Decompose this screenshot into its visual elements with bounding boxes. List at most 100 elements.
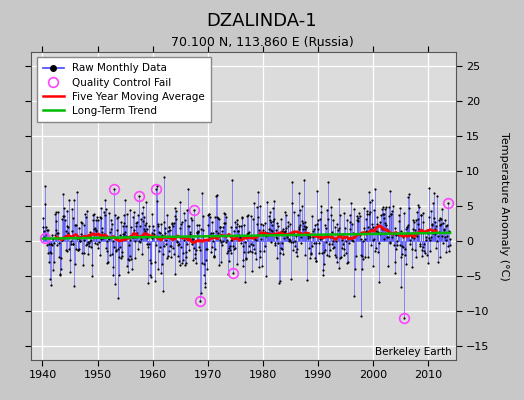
Point	[362, 229, 370, 236]
Point	[318, 234, 326, 240]
Point	[382, 222, 390, 229]
Point	[63, 223, 71, 229]
Point	[262, 273, 270, 279]
Point	[101, 196, 110, 203]
Point	[272, 255, 281, 261]
Point	[421, 229, 430, 236]
Point	[51, 232, 59, 238]
Point	[380, 215, 389, 221]
Point	[306, 255, 314, 262]
Point	[158, 251, 167, 257]
Point	[155, 247, 163, 254]
Point	[304, 231, 313, 237]
Point	[396, 242, 404, 248]
Point	[114, 246, 122, 252]
Point	[165, 224, 173, 230]
Point	[225, 258, 233, 264]
Point	[413, 215, 422, 222]
Point	[275, 230, 283, 236]
Point	[427, 208, 435, 215]
Point	[431, 219, 439, 225]
Point	[83, 208, 91, 214]
Point	[361, 254, 369, 260]
Point	[236, 223, 245, 230]
Point	[130, 227, 138, 233]
Point	[429, 190, 438, 196]
Point	[243, 248, 252, 255]
Point	[197, 226, 205, 232]
Point	[172, 216, 181, 222]
Point	[346, 219, 355, 225]
Point	[390, 269, 399, 276]
Point	[234, 228, 242, 234]
Point	[414, 221, 422, 227]
Point	[194, 229, 203, 235]
Point	[400, 252, 409, 258]
Point	[340, 246, 348, 253]
Point	[94, 216, 102, 223]
Point	[430, 214, 438, 221]
Point	[168, 220, 177, 226]
Point	[316, 202, 325, 209]
Point	[151, 185, 160, 192]
Point	[358, 238, 367, 244]
Point	[278, 246, 287, 253]
Point	[241, 239, 249, 245]
Point	[134, 212, 142, 218]
Point	[424, 184, 433, 191]
Point	[191, 255, 200, 261]
Point	[416, 242, 424, 249]
Point	[253, 220, 261, 227]
Point	[72, 246, 80, 252]
Point	[371, 247, 379, 254]
Point	[311, 221, 319, 228]
Point	[407, 232, 416, 238]
Point	[423, 260, 432, 267]
Point	[155, 228, 163, 235]
Point	[158, 232, 166, 238]
Point	[389, 242, 398, 248]
Point	[135, 238, 143, 244]
Point	[146, 272, 155, 279]
Point	[325, 252, 333, 259]
Point	[57, 255, 65, 262]
Point	[299, 226, 307, 232]
Point	[73, 234, 81, 241]
Point	[180, 210, 188, 216]
Point	[176, 198, 184, 205]
Point	[433, 193, 441, 199]
Point	[202, 257, 210, 263]
Point	[324, 179, 332, 186]
Point	[171, 213, 179, 219]
Point	[297, 233, 305, 240]
Point	[439, 240, 447, 247]
Point	[206, 230, 215, 236]
Point	[365, 189, 374, 196]
Point	[198, 190, 206, 196]
Point	[122, 233, 130, 239]
Point	[223, 250, 232, 256]
Point	[191, 260, 200, 266]
Point	[67, 241, 75, 248]
Point	[429, 230, 437, 236]
Point	[287, 238, 295, 245]
Point	[266, 217, 274, 223]
Point	[344, 236, 352, 242]
Point	[377, 206, 386, 212]
Point	[64, 230, 72, 236]
Point	[261, 220, 270, 226]
Point	[437, 216, 445, 222]
Point	[263, 230, 271, 236]
Point	[228, 237, 237, 244]
Point	[167, 243, 176, 249]
Point	[268, 222, 276, 228]
Point	[274, 240, 282, 246]
Point	[321, 224, 330, 231]
Point	[194, 228, 202, 234]
Point	[437, 220, 445, 227]
Point	[184, 223, 192, 230]
Point	[374, 249, 383, 255]
Point	[288, 239, 297, 246]
Point	[137, 216, 145, 222]
Point	[347, 200, 356, 207]
